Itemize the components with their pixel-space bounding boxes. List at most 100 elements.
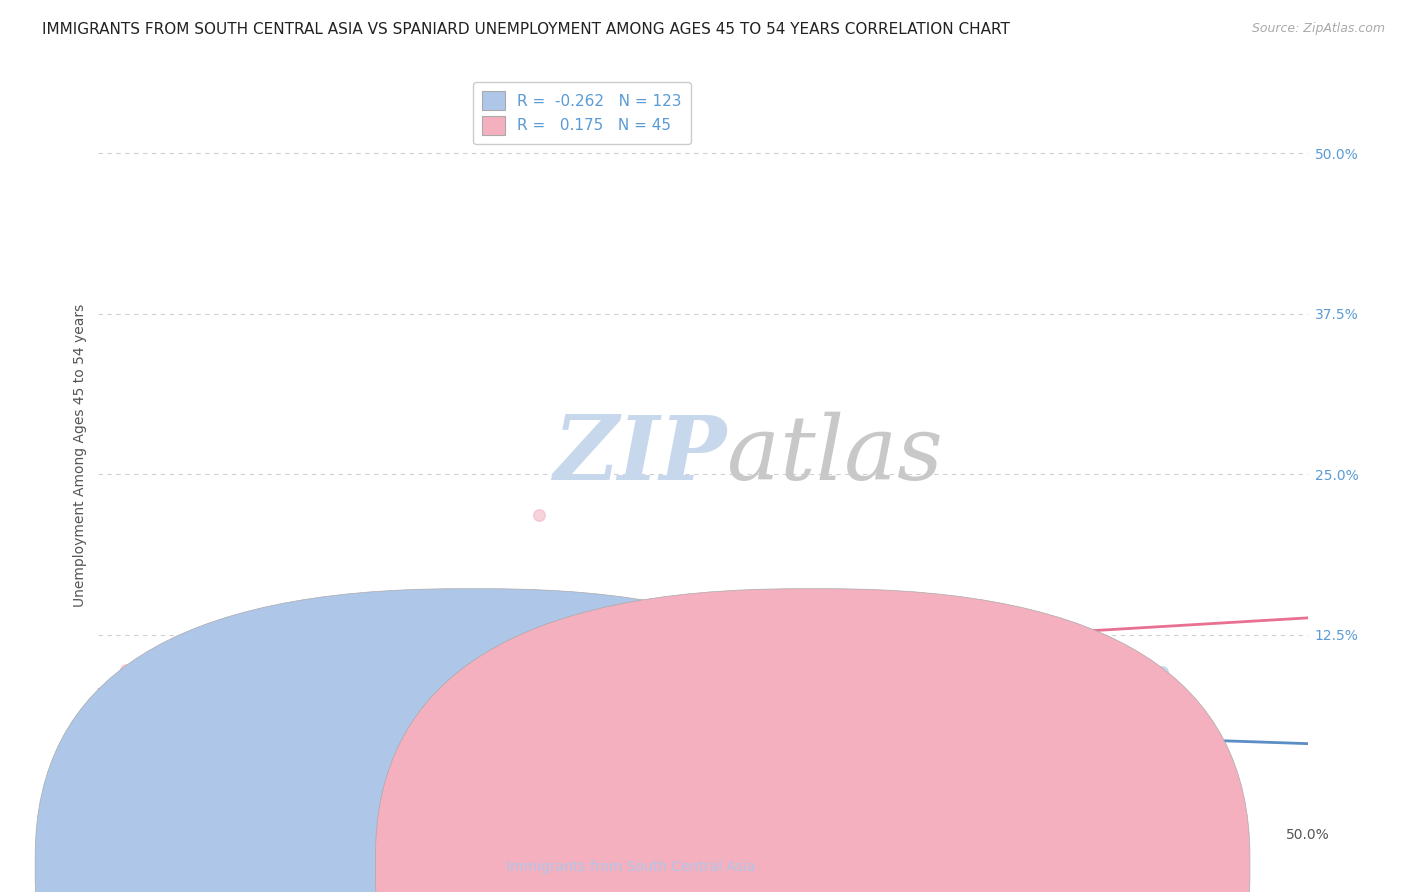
Point (579, 753, 602, 767)
Text: Spaniards: Spaniards (844, 860, 912, 874)
Point (200, 739, 222, 754)
Point (271, 710, 294, 724)
Point (710, 709, 733, 723)
Point (215, 730, 238, 744)
Y-axis label: Unemployment Among Ages 45 to 54 years: Unemployment Among Ages 45 to 54 years (73, 303, 87, 607)
Point (136, 670, 159, 684)
Point (672, 694, 695, 708)
Point (326, 692, 349, 706)
Point (370, 682, 392, 697)
Point (219, 727, 242, 741)
Point (149, 671, 172, 685)
Point (121, 709, 143, 723)
Point (434, 701, 457, 715)
Point (638, 757, 661, 772)
Point (142, 669, 165, 683)
Point (292, 717, 315, 731)
Point (278, 657, 301, 671)
Point (693, 725, 716, 739)
Point (720, 727, 742, 741)
Point (460, 719, 482, 733)
Point (384, 696, 406, 710)
Point (246, 659, 269, 673)
Point (447, 685, 470, 699)
Point (494, 741, 516, 756)
Point (501, 744, 523, 758)
Point (1102, 731, 1125, 746)
Point (115, 663, 138, 677)
Point (373, 721, 395, 735)
Point (340, 698, 363, 713)
Point (529, 723, 551, 738)
Point (349, 722, 371, 736)
Point (337, 686, 360, 700)
Point (530, 685, 553, 699)
Point (422, 730, 444, 744)
Point (503, 660, 526, 674)
Point (250, 704, 273, 718)
Point (273, 698, 295, 713)
Point (543, 687, 565, 701)
Point (183, 692, 205, 706)
Point (472, 674, 495, 689)
Point (422, 723, 444, 737)
Point (477, 731, 499, 745)
Point (394, 676, 416, 690)
Point (194, 655, 217, 669)
Point (219, 704, 242, 718)
Text: Immigrants from South Central Asia: Immigrants from South Central Asia (506, 860, 756, 874)
Point (689, 705, 711, 719)
Point (370, 719, 392, 733)
Point (309, 773, 332, 788)
Point (589, 731, 612, 745)
Point (527, 508, 550, 523)
Point (315, 757, 337, 772)
Point (831, 785, 853, 799)
Point (468, 714, 491, 728)
Point (681, 724, 703, 739)
Point (290, 662, 312, 676)
Point (446, 629, 468, 643)
Point (467, 719, 489, 733)
Point (593, 720, 616, 734)
Point (768, 723, 790, 737)
Point (1152, 665, 1174, 679)
Point (527, 780, 550, 794)
Point (218, 700, 240, 714)
Text: atlas: atlas (727, 411, 943, 499)
Point (631, 725, 654, 739)
Legend: R =  -0.262   N = 123, R =   0.175   N = 45: R = -0.262 N = 123, R = 0.175 N = 45 (472, 82, 692, 144)
Point (318, 765, 340, 780)
Point (205, 718, 228, 732)
Point (179, 659, 201, 673)
Point (349, 725, 371, 739)
Point (718, 717, 741, 731)
Point (312, 711, 335, 725)
Point (392, 723, 415, 738)
Point (378, 678, 401, 692)
Point (433, 731, 456, 746)
Point (554, 673, 576, 688)
Point (392, 719, 415, 733)
Point (479, 708, 502, 723)
Point (430, 649, 453, 664)
Point (245, 634, 267, 648)
Point (252, 717, 274, 731)
Point (387, 691, 409, 706)
Point (322, 726, 344, 740)
Point (291, 701, 314, 715)
Point (778, 694, 800, 708)
Point (441, 681, 464, 695)
Point (378, 648, 401, 662)
Point (235, 686, 257, 700)
Point (367, 717, 389, 731)
Text: ZIP: ZIP (554, 412, 727, 498)
Point (238, 698, 260, 713)
Point (267, 708, 290, 723)
Point (146, 655, 169, 669)
Point (253, 706, 276, 721)
Point (202, 718, 225, 732)
Point (404, 704, 426, 718)
Text: IMMIGRANTS FROM SOUTH CENTRAL ASIA VS SPANIARD UNEMPLOYMENT AMONG AGES 45 TO 54 : IMMIGRANTS FROM SOUTH CENTRAL ASIA VS SP… (42, 22, 1010, 37)
Point (343, 673, 366, 687)
